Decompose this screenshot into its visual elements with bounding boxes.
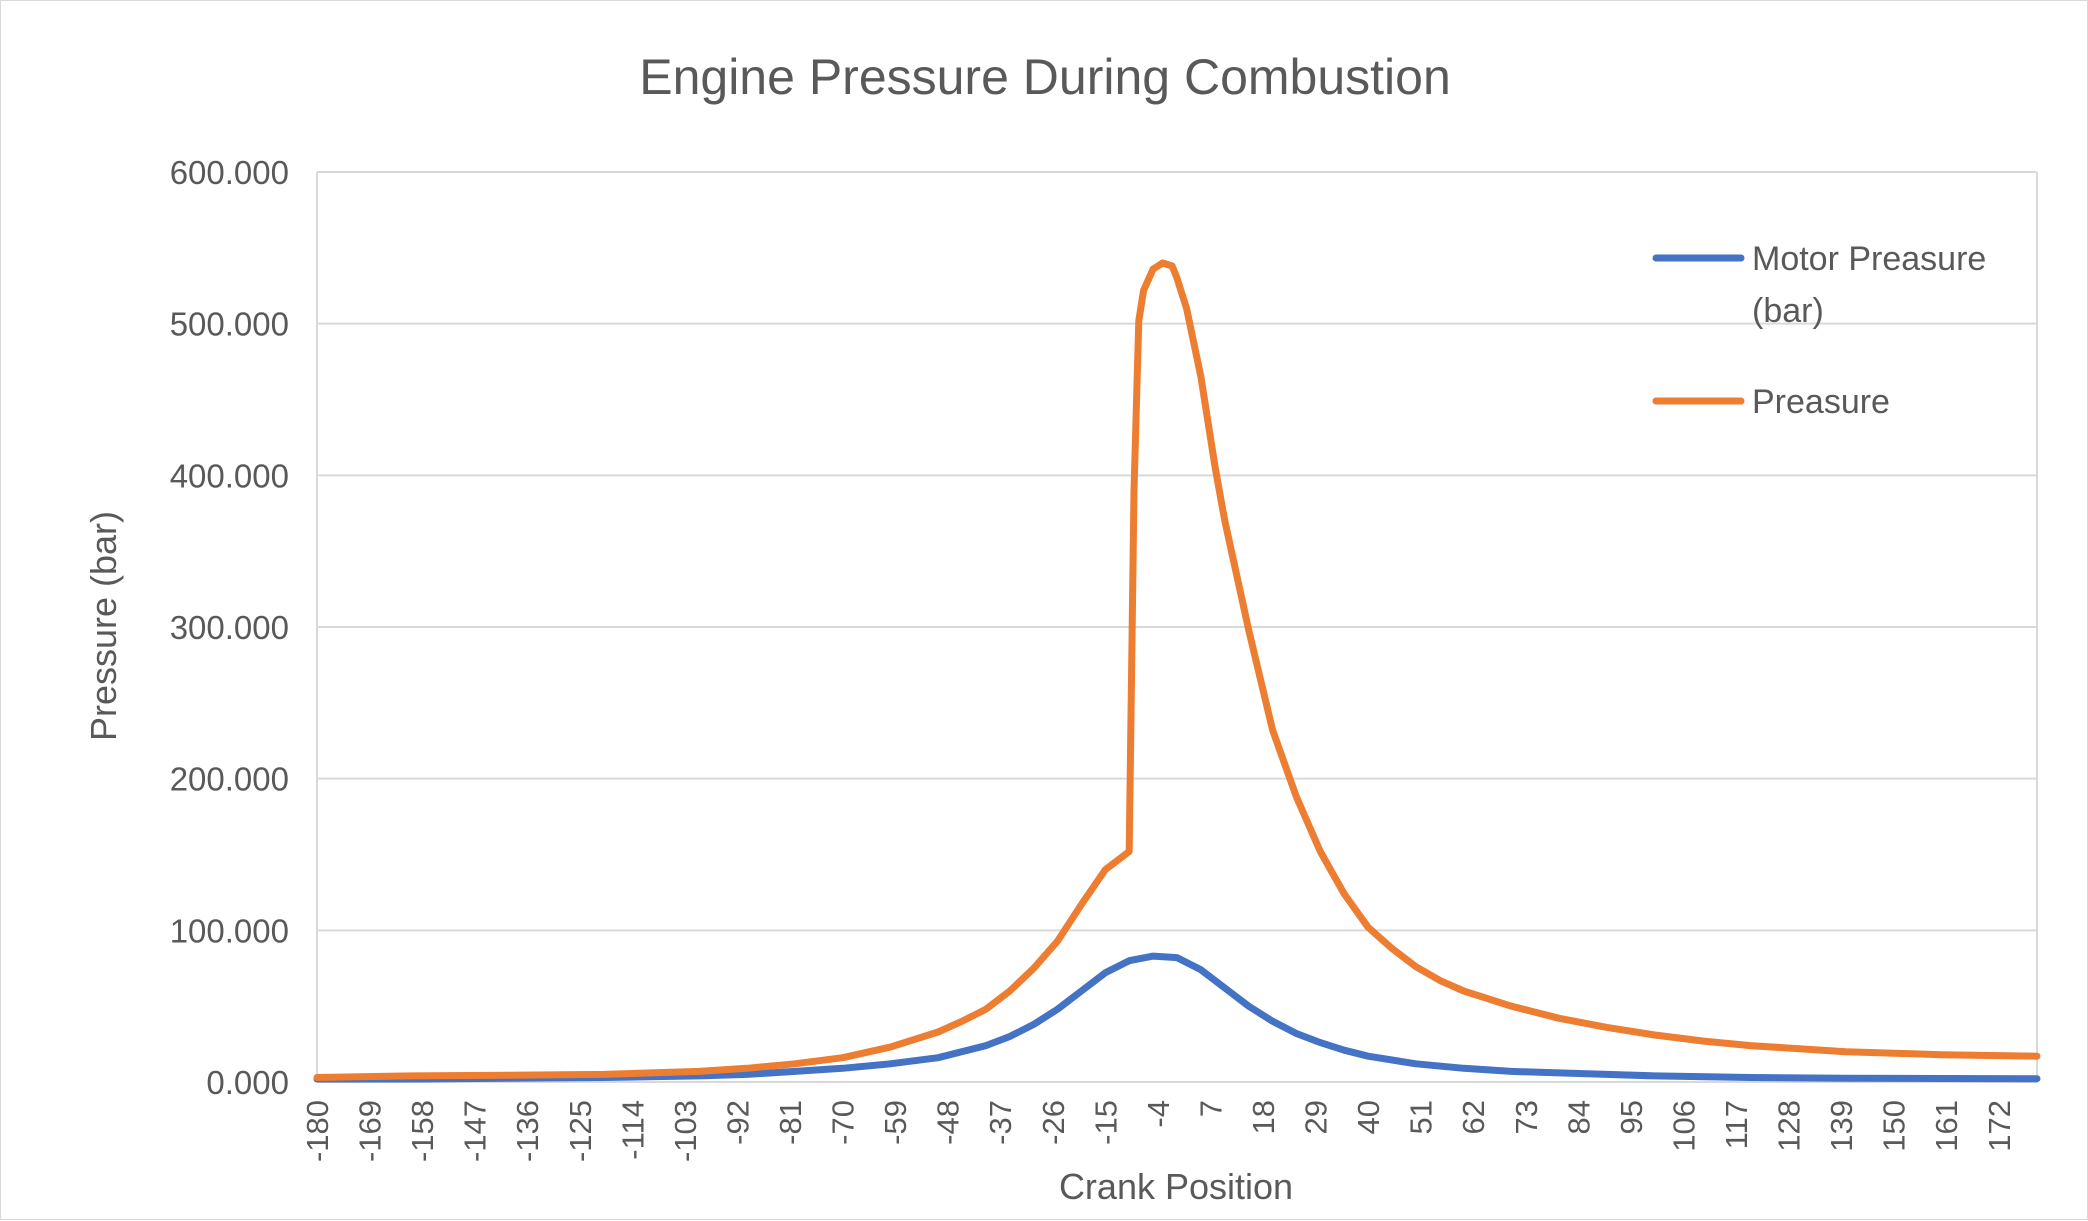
x-tick-label: 62 [1456,1100,1491,1134]
x-axis-label: Crank Position [1059,1166,1293,1207]
x-tick-label: -48 [931,1100,966,1145]
x-tick-labels: -180 -169 -158 -147 -136 -125 -114 -103 -92 -81 -7… [300,1100,2017,1162]
x-tick-label: 139 [1824,1100,1859,1152]
x-tick-label: 117 [1719,1100,1754,1149]
x-tick-label: -59 [878,1100,913,1145]
x-tick-label: 40 [1351,1100,1386,1134]
series-lines [313,259,2041,1083]
x-tick-label: 150 [1877,1100,1912,1152]
legend-label: Preasure [1752,383,1890,421]
x-tick-label: 128 [1772,1100,1807,1152]
y-axis-label: Pressure (bar) [83,511,124,741]
series-line-motor-preasure [313,952,2041,1083]
y-tick-label: 100.000 [170,912,289,949]
y-tick-label: 300.000 [170,609,289,646]
x-tick-label: 161 [1929,1100,1964,1152]
x-tick-label: 18 [1246,1100,1281,1134]
x-tick-label: 172 [1982,1100,2017,1152]
legend-label: Motor Preasure [1752,240,1986,278]
legend-label: (bar) [1752,292,1824,330]
y-tick-label: 600.000 [170,154,289,191]
y-tick-labels: 0.000 100.000 200.000 300.000 400.000 500.000… [170,154,289,1101]
y-tick-label: 200.000 [170,761,289,798]
x-tick-label: 95 [1614,1100,1649,1134]
gridlines [317,171,2037,1083]
x-tick-label: 51 [1404,1100,1439,1134]
x-tick-label: -158 [405,1100,440,1162]
x-tick-label: -147 [458,1100,493,1162]
x-tick-label: -15 [1088,1100,1123,1145]
series-line-preasure [313,259,2041,1081]
x-tick-label: 73 [1509,1100,1544,1134]
x-tick-label: -81 [773,1100,808,1145]
legend: Motor Preasure (bar) Preasure [1652,240,1986,421]
x-tick-label: -70 [826,1100,861,1145]
x-tick-label: 7 [1193,1100,1228,1117]
x-tick-label: -180 [300,1100,335,1162]
x-tick-label: -114 [615,1100,650,1160]
x-tick-label: -125 [563,1100,598,1162]
x-tick-label: -169 [353,1100,388,1162]
x-tick-label: -136 [510,1100,545,1162]
chart-title: Engine Pressure During Combustion [639,49,1451,105]
x-tick-label: -26 [1036,1100,1071,1145]
x-tick-label: 29 [1299,1100,1334,1134]
y-tick-label: 400.000 [170,457,289,494]
x-tick-label: -37 [983,1100,1018,1145]
x-tick-label: -92 [720,1100,755,1145]
y-tick-label: 500.000 [170,306,289,343]
y-tick-label: 0.000 [206,1064,289,1101]
x-tick-label: 84 [1561,1100,1596,1134]
axes [316,172,2038,1083]
x-tick-label: -103 [668,1100,703,1162]
x-tick-label: -4 [1141,1100,1176,1128]
x-tick-label: 106 [1666,1100,1701,1152]
